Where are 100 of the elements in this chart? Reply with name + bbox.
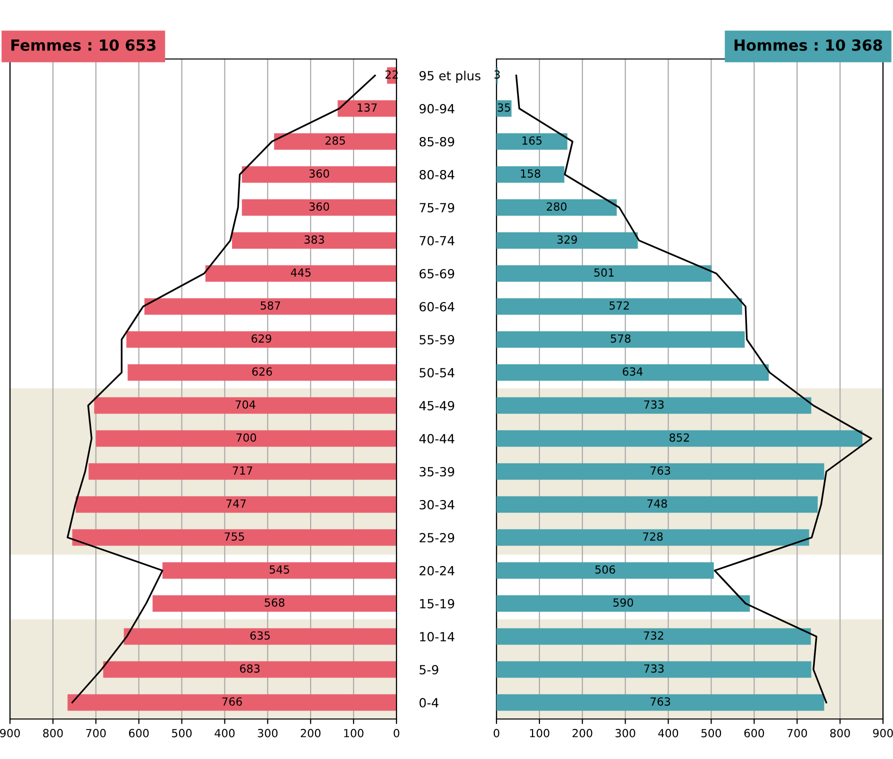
bar [496, 496, 818, 513]
data-label: 501 [594, 268, 614, 277]
data-label: 763 [650, 697, 670, 706]
y-tick-label: 0-4 [420, 698, 438, 708]
data-label: 626 [252, 367, 272, 376]
data-label: 590 [613, 598, 634, 607]
data-label: 717 [232, 466, 252, 475]
x-tick-label: 600 [129, 728, 149, 738]
y-tick-label: 60-64 [420, 302, 454, 312]
x-tick-label: 100 [344, 728, 364, 738]
y-tick-label: 85-89 [420, 136, 454, 146]
y-tick-label: 50-54 [420, 368, 454, 378]
data-label: 733 [644, 400, 664, 409]
data-label: 852 [670, 433, 689, 442]
bar [103, 661, 396, 678]
bar [496, 628, 811, 645]
bar [126, 331, 396, 348]
bar [242, 166, 396, 183]
y-tick-label: 25-29 [420, 532, 454, 542]
data-label: 165 [522, 136, 542, 145]
y-tick-label: 40-44 [419, 434, 454, 444]
data-label: 747 [226, 499, 246, 508]
data-label: 732 [644, 631, 664, 640]
bar [496, 166, 564, 183]
data-label: 748 [647, 499, 667, 508]
chart-title: Hommes : 10 368 [734, 39, 882, 51]
x-tick-label: 0 [494, 728, 500, 738]
x-tick-label: 700 [787, 728, 807, 738]
bar [162, 562, 396, 579]
bar [496, 661, 812, 678]
data-label: 445 [290, 268, 311, 277]
y-tick-label: 55-59 [420, 334, 454, 344]
y-tick-label: 90-94 [420, 104, 454, 114]
bar [94, 397, 396, 414]
x-tick-label: 300 [616, 728, 636, 738]
data-label: 578 [610, 334, 630, 343]
bar [496, 397, 812, 414]
data-label: 728 [643, 532, 663, 541]
y-tick-label: 30-34 [420, 500, 454, 510]
x-tick-label: 800 [830, 728, 850, 738]
data-label: 383 [304, 235, 324, 244]
y-tick-label: 20-24 [420, 566, 454, 576]
x-tick-label: 100 [530, 728, 550, 738]
x-tick-label: 400 [214, 728, 235, 738]
data-label: 763 [650, 466, 670, 475]
bar [496, 529, 810, 546]
data-label: 35 [498, 103, 510, 112]
bar [88, 463, 396, 480]
data-label: 629 [252, 334, 272, 343]
y-tick-label: 65-69 [420, 268, 454, 278]
x-tick-label: 200 [572, 728, 592, 738]
bar [242, 199, 396, 216]
data-label: 572 [610, 301, 629, 310]
x-tick-label: 200 [300, 728, 320, 738]
data-label: 587 [260, 301, 280, 310]
bar [496, 595, 750, 612]
bar [496, 364, 769, 381]
data-label: 704 [236, 400, 256, 409]
bar [124, 628, 396, 645]
x-tick-label: 0 [394, 728, 400, 738]
bar [496, 199, 617, 216]
bar [496, 430, 862, 447]
data-label: 360 [309, 169, 330, 178]
chart-title: Femmes : 10 653 [11, 39, 156, 51]
bar [128, 364, 396, 381]
bar [232, 232, 396, 249]
bar [152, 595, 396, 612]
y-tick-label: 10-14 [420, 632, 454, 642]
bar [274, 133, 396, 150]
data-label: 158 [521, 169, 540, 178]
data-label: 568 [264, 598, 284, 607]
y-tick-label: 75-79 [420, 202, 454, 212]
data-label: 360 [309, 202, 330, 211]
x-tick-label: 800 [43, 728, 63, 738]
data-label: 329 [557, 235, 577, 244]
x-tick-label: 600 [744, 728, 764, 738]
bar [338, 100, 396, 117]
data-label: 634 [622, 367, 643, 376]
bar [496, 265, 712, 282]
data-label: 285 [326, 136, 345, 145]
data-label: 766 [222, 697, 242, 706]
x-tick-label: 400 [658, 728, 678, 738]
y-tick-label: 80-84 [420, 170, 454, 180]
bar [496, 694, 824, 711]
x-tick-label: 900 [873, 728, 893, 738]
data-label: 137 [358, 103, 377, 112]
data-label: 683 [240, 664, 260, 673]
y-tick-label: 70-74 [420, 236, 454, 246]
x-tick-label: 300 [258, 728, 278, 738]
data-label: 280 [546, 202, 566, 211]
bar [72, 529, 396, 546]
x-tick-label: 500 [701, 728, 722, 738]
bar [496, 331, 745, 348]
data-label: 755 [224, 532, 244, 541]
data-label: 545 [270, 565, 290, 574]
bar [68, 694, 396, 711]
y-tick-label: 15-19 [420, 598, 454, 608]
y-tick-label: 95 et plus [420, 70, 480, 83]
data-label: 506 [595, 565, 616, 574]
bar [144, 298, 396, 315]
